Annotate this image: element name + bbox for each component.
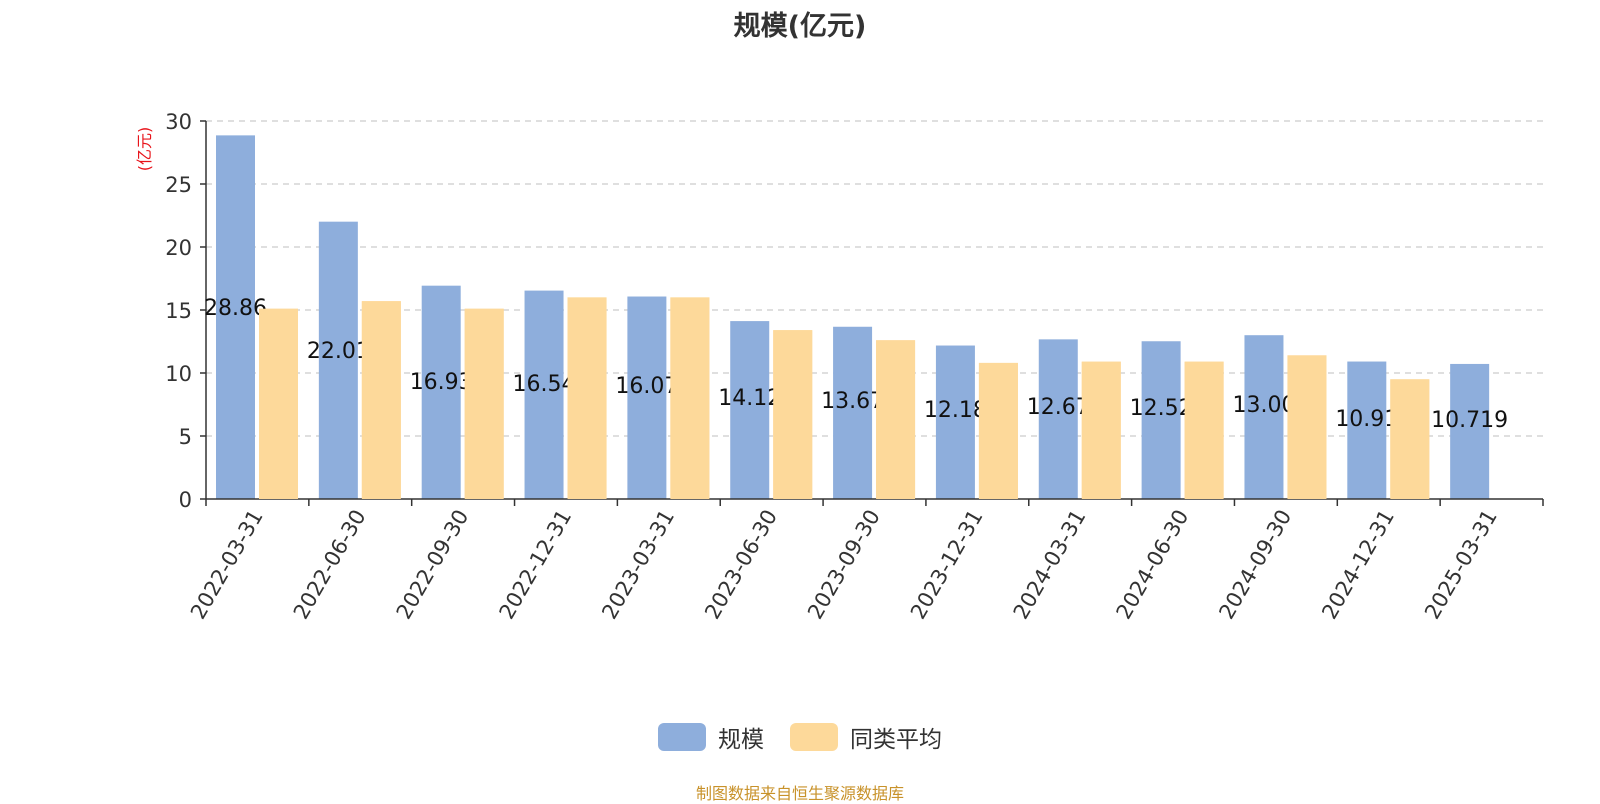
bar-scale: [318, 221, 358, 499]
bar-average-overlay: [1287, 355, 1327, 499]
data-label: 14.12: [718, 386, 781, 411]
legend-swatch-average: [790, 723, 838, 751]
y-tick-label: 25: [165, 173, 192, 197]
x-tick-label: 2022-09-30: [392, 506, 474, 624]
bar-average-overlay: [361, 301, 401, 499]
data-source-note: 制图数据来自恒生聚源数据库: [695, 784, 904, 803]
x-tick-label: 2022-06-30: [289, 506, 371, 624]
bar-average-overlay: [978, 362, 1018, 499]
data-label: 13.67: [821, 389, 884, 414]
bar-scale: [935, 345, 975, 499]
bar-average-overlay: [567, 297, 607, 499]
bar-scale: [524, 290, 564, 499]
data-label: 22.01: [307, 339, 370, 364]
y-tick-label: 5: [179, 425, 192, 449]
bar-scale: [730, 321, 770, 499]
x-tick-label: 2024-12-31: [1317, 506, 1399, 624]
y-tick-label: 10: [165, 362, 192, 386]
y-tick-label: 30: [165, 110, 192, 134]
legend-swatch-scale: [658, 723, 706, 751]
bar-scale: [1038, 339, 1078, 499]
x-tick-label: 2024-09-30: [1214, 506, 1296, 624]
legend: 规模 同类平均: [0, 720, 1600, 754]
legend-label-average: 同类平均: [850, 727, 942, 753]
x-tick-label: 2022-03-31: [186, 506, 268, 624]
bar-scale: [1244, 335, 1284, 499]
bar-scale: [833, 326, 873, 499]
bar-average-overlay: [1184, 361, 1224, 499]
x-tick-label: 2024-03-31: [1009, 506, 1091, 624]
data-label: 16.93: [410, 370, 473, 395]
bar-average-overlay: [259, 308, 298, 499]
bar-average-overlay: [1081, 361, 1121, 499]
bar-scale: [421, 285, 461, 499]
bar-scale: [1141, 341, 1181, 499]
bar-average-overlay: [1390, 379, 1430, 499]
data-label: 12.67: [1027, 395, 1090, 420]
legend-item-average[interactable]: 同类平均: [790, 720, 942, 754]
y-tick-label: 20: [165, 236, 192, 260]
bar-average-overlay: [670, 297, 710, 499]
data-label: 12.52: [1130, 396, 1193, 421]
x-tick-label: 2025-03-31: [1420, 506, 1502, 624]
legend-label-scale: 规模: [718, 727, 764, 753]
data-label: 16.54: [513, 372, 576, 397]
bar-scale: [216, 135, 255, 499]
data-label: 10.91: [1335, 407, 1398, 432]
x-tick-label: 2023-12-31: [906, 506, 988, 624]
x-tick-label: 2023-09-30: [803, 506, 885, 624]
legend-item-scale[interactable]: 规模: [658, 720, 764, 754]
bar-scale: [1450, 363, 1490, 499]
data-label: 13.00: [1232, 393, 1295, 418]
bar-scale: [627, 296, 667, 499]
bar-average-overlay: [876, 340, 916, 499]
x-tick-label: 2023-06-30: [700, 506, 782, 624]
x-tick-label: 2022-12-31: [494, 506, 576, 624]
bar-average-overlay: [773, 330, 813, 499]
data-label: 28.86: [204, 296, 267, 321]
data-label: 12.18: [924, 398, 987, 423]
chart-title: 规模(亿元): [733, 11, 867, 42]
y-tick-label: 0: [179, 488, 192, 512]
bar-scale: [1347, 361, 1387, 499]
data-label: 16.07: [615, 374, 678, 399]
x-tick-label: 2023-03-31: [597, 506, 679, 624]
bar-average-overlay: [464, 308, 504, 499]
y-axis-label: (亿元): [135, 127, 154, 172]
data-label: 10.719: [1431, 408, 1508, 433]
x-tick-label: 2024-06-30: [1112, 506, 1194, 624]
y-tick-label: 15: [165, 299, 192, 323]
